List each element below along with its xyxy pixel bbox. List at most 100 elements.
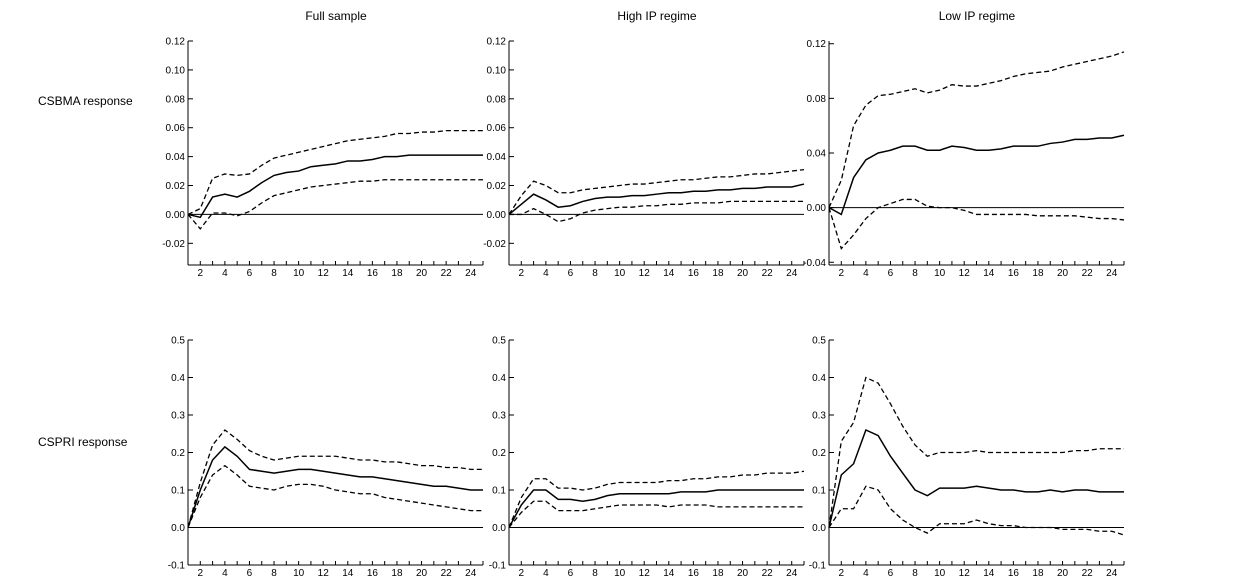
panel-1-2-y-tick-label: 0.1 <box>812 486 826 497</box>
panel-1-1-x-tick-label: 6 <box>568 568 574 579</box>
panel-1-0-x-tick-label: 6 <box>247 568 253 579</box>
panel-1-1-x-tick-label: 22 <box>762 568 774 579</box>
panel-1-0-y-tick-label: 0.0 <box>171 523 185 534</box>
panel-1-1-x-tick-label: 14 <box>663 568 675 579</box>
panel-1-1-y-tick-label: 0.2 <box>492 448 506 459</box>
panel-1-0-upper-line <box>187 429 483 528</box>
panel-0-2-x-tick-label: 12 <box>959 268 971 279</box>
panel-0-1-x-tick-label: 2 <box>519 268 525 279</box>
panel-1-1-x-tick-label: 8 <box>592 568 598 579</box>
panel-1-0-y-tick-label: -0.1 <box>168 561 186 572</box>
panel-0-1-x-tick-label: 8 <box>592 268 598 279</box>
panel-1-0-x-tick-label: 2 <box>198 568 204 579</box>
panel-1-2-y-tick-label: 0.2 <box>812 448 826 459</box>
panel-0-2: -0.040.000.040.080.122 4 6 8 10 12 14 16 18 20 22 2… <box>803 39 1125 279</box>
panel-1-0-x-tick-label: 10 <box>293 568 305 579</box>
panel-1-0-y-tick-label: 0.3 <box>171 411 185 422</box>
panel-0-2-response-line <box>828 134 1125 216</box>
panel-1-0-y-tick-label: 0.5 <box>171 336 185 347</box>
panel-1-2-x-tick-label: 18 <box>1032 568 1044 579</box>
panel-0-1-y-tick-label: 0.08 <box>487 94 507 105</box>
panel-0-2-x-tick-label: 8 <box>912 268 918 279</box>
panel-0-0-x-tick-label: 14 <box>342 268 354 279</box>
panel-0-2-upper-line <box>828 51 1125 208</box>
panel-1-1-x-tick-label: 18 <box>712 568 724 579</box>
panel-0-0-x-tick-label: 4 <box>222 268 228 279</box>
panel-1-1-x-tick-label: 12 <box>639 568 651 579</box>
panel-0-1-y-tick-label: 0.02 <box>487 181 507 192</box>
panel-1-2-x-tick-label: 8 <box>912 568 918 579</box>
panel-0-0-x-tick-label: 8 <box>271 268 277 279</box>
panel-1-2-x-tick-label: 20 <box>1057 568 1069 579</box>
panel-1-1-lower-line <box>508 500 804 528</box>
panel-0-0-y-tick-label: 0.00 <box>166 210 186 221</box>
panel-0-1-y-tick-label: 0.00 <box>487 210 507 221</box>
panel-0-0-x-tick-label: 6 <box>247 268 253 279</box>
panel-1-0-x-tick-label: 22 <box>441 568 453 579</box>
panel-0-0-x-tick-label: 12 <box>318 268 330 279</box>
column-title-full-sample: Full sample <box>305 9 367 23</box>
panel-0-1-y-tick-label: 0.04 <box>487 152 507 163</box>
panel-1-1-x-tick-label: 16 <box>688 568 700 579</box>
panel-0-1-x-tick-label: 14 <box>663 268 675 279</box>
panel-0-1-response-line <box>508 183 805 215</box>
column-title-high-ip: High IP regime <box>617 9 696 23</box>
panel-0-0-y-tick-label: 0.10 <box>166 65 186 76</box>
panel-1-1-y-tick-label: 0.3 <box>492 411 506 422</box>
panel-0-0-x-tick-label: 22 <box>441 268 453 279</box>
panel-1-0-x-tick-label: 20 <box>416 568 428 579</box>
panel-0-1-x-tick-label: 6 <box>568 268 574 279</box>
panel-1-0-y-tick-label: 0.4 <box>171 373 185 384</box>
panel-1-0-x-tick-label: 8 <box>271 568 277 579</box>
panel-0-1-x-tick-label: 12 <box>639 268 651 279</box>
panel-1-1-x-tick-label: 20 <box>737 568 749 579</box>
panel-0-2-x-tick-label: 22 <box>1082 268 1094 279</box>
panel-1-1-upper-line <box>508 470 805 528</box>
row-label-cspri: CSPRI response <box>38 435 128 449</box>
panel-1-2-x-tick-label: 24 <box>1106 568 1118 579</box>
panel-1-2: -0.10.00.10.20.30.40.52 4 6 8 10 12 14 16 18 20 22… <box>809 336 1125 579</box>
panel-0-1-x-tick-label: 24 <box>786 268 798 279</box>
panel-0-1-y-tick-label: -0.02 <box>483 239 506 250</box>
panel-0-0-y-tick-label: 0.06 <box>166 123 186 134</box>
panel-1-0-y-tick-label: 0.1 <box>171 486 185 497</box>
panel-0-2-x-tick-label: 2 <box>839 268 845 279</box>
panel-0-2-y-tick-label: 0.08 <box>807 94 827 105</box>
panel-1-0-x-tick-label: 12 <box>318 568 330 579</box>
panel-0-1-x-tick-label: 20 <box>737 268 749 279</box>
panel-0-1-lower-line <box>509 200 804 223</box>
panel-1-1-y-tick-label: 0.4 <box>492 373 506 384</box>
panel-1-1-x-tick-label: 10 <box>614 568 626 579</box>
panel-0-0-y-tick-label: 0.02 <box>166 181 186 192</box>
panel-0-1: -0.020.000.020.040.060.080.100.122 4 6 8 10 1… <box>483 37 805 279</box>
panel-1-0-x-tick-label: 18 <box>391 568 403 579</box>
panel-1-2-x-tick-label: 10 <box>934 568 946 579</box>
panel-1-1-y-tick-label: -0.1 <box>489 561 507 572</box>
panel-1-0-x-tick-label: 4 <box>222 568 228 579</box>
panel-0-2-x-tick-label: 10 <box>934 268 946 279</box>
panel-0-2-y-tick-label: 0.04 <box>807 149 827 160</box>
panel-0-2-y-tick-label: -0.04 <box>803 258 826 269</box>
panel-0-1-y-tick-label: 0.12 <box>487 37 507 48</box>
panel-0-2-y-tick-label: 0.00 <box>807 203 827 214</box>
panel-0-0-x-tick-label: 16 <box>367 268 379 279</box>
panel-1-2-y-tick-label: 0.3 <box>812 411 826 422</box>
panel-0-0-x-tick-label: 24 <box>465 268 477 279</box>
panel-0-0-response-line <box>187 154 483 219</box>
panel-0-0-x-tick-label: 10 <box>293 268 305 279</box>
panel-1-1-y-tick-label: 0.0 <box>492 523 506 534</box>
panel-0-0-x-tick-label: 20 <box>416 268 428 279</box>
panel-0-1-x-tick-label: 4 <box>543 268 549 279</box>
panel-0-2-x-tick-label: 14 <box>983 268 995 279</box>
panel-1-2-lower-line <box>828 485 1125 536</box>
panel-0-2-x-tick-label: 6 <box>888 268 894 279</box>
panels: -0.020.000.020.040.060.080.100.122 4 6 8 10 1… <box>162 37 1125 579</box>
panel-0-0: -0.020.000.020.040.060.080.100.122 4 6 8 10 1… <box>162 37 484 279</box>
row-label-csbma: CSBMA response <box>38 94 133 108</box>
panel-1-0-lower-line <box>187 464 483 528</box>
panel-1-2-x-tick-label: 12 <box>959 568 971 579</box>
panel-0-0-upper-line <box>187 129 483 216</box>
panel-0-1-x-tick-label: 22 <box>762 268 774 279</box>
panel-0-2-lower-line <box>828 198 1125 250</box>
